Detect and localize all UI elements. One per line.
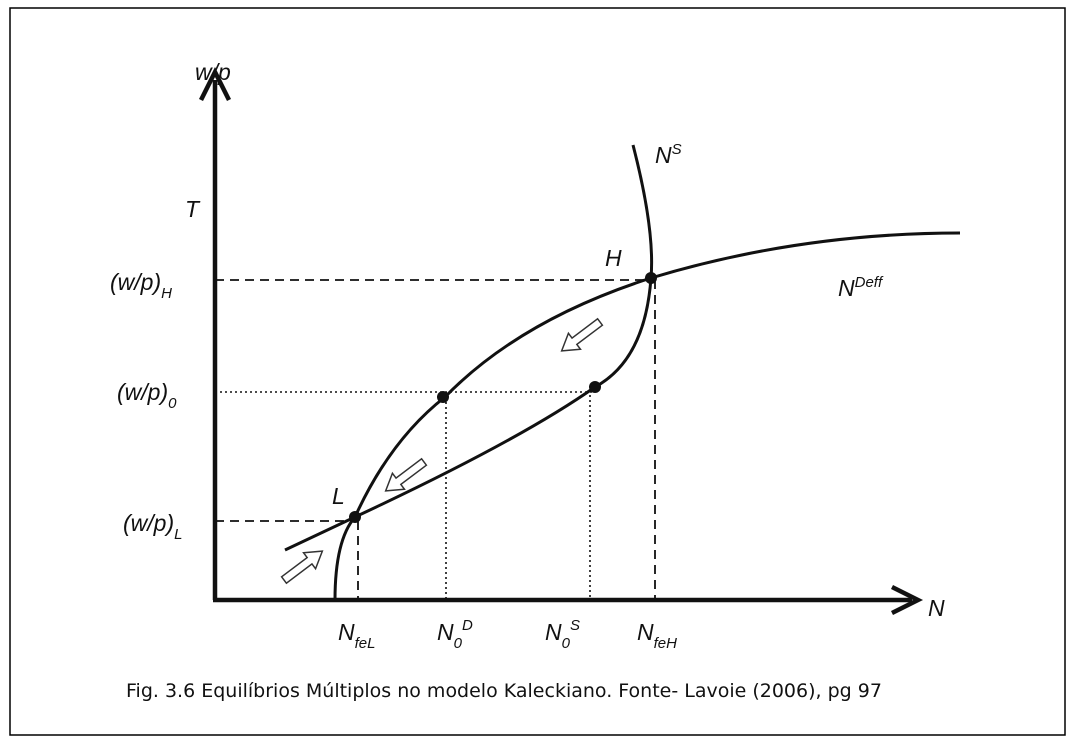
y-level-label: (w/p)L	[123, 510, 182, 543]
y-level-label: (w/p)H	[110, 269, 172, 302]
caption: Fig. 3.6 Equilíbrios Múltiplos no modelo…	[126, 680, 882, 702]
point	[437, 391, 449, 403]
axes	[198, 66, 924, 616]
y-axis-label: w/p	[195, 59, 231, 85]
label-sub: 0	[168, 395, 177, 412]
guides	[215, 279, 656, 600]
y-arrow	[198, 66, 232, 102]
frame	[9, 7, 1066, 736]
label-sub: 0	[454, 635, 463, 652]
dotted-guide	[215, 390, 595, 600]
label-sup: S	[672, 141, 682, 158]
point-label: L	[332, 483, 345, 509]
label-base: N	[338, 619, 355, 645]
label-base: N	[655, 142, 672, 168]
flow-arrows	[280, 317, 604, 585]
arrow	[384, 457, 428, 492]
arrow	[280, 550, 324, 585]
supply-label: NS	[655, 141, 682, 168]
label-sub: H	[161, 285, 172, 302]
point	[645, 272, 657, 284]
point-label: H	[605, 245, 622, 271]
label-base: (w/p)	[123, 510, 174, 536]
arrow	[560, 317, 604, 352]
x-level-label: NfeH	[637, 619, 677, 652]
t-label: T	[185, 196, 201, 222]
x-axis-label: N	[928, 595, 945, 621]
label-base: (w/p)	[110, 269, 161, 295]
y-level-label: (w/p)0	[117, 379, 177, 412]
label-sup: Deff	[855, 274, 884, 291]
x-level-label: N0S	[545, 617, 580, 652]
x-level-label: N0D	[437, 617, 473, 652]
demand-label: NDeff	[838, 274, 884, 301]
label-base: N	[838, 275, 855, 301]
point	[349, 511, 361, 523]
label-sub: L	[174, 526, 182, 543]
supply-curve	[284, 144, 654, 552]
dashed-guide	[215, 279, 656, 600]
label-sub: feH	[654, 635, 678, 652]
label-sup: D	[462, 617, 473, 634]
point	[589, 381, 601, 393]
x-level-label: NfeL	[338, 619, 375, 652]
label-sub: feL	[355, 635, 376, 652]
label-base: N	[637, 619, 654, 645]
label-base: N	[545, 619, 562, 645]
x-arrow	[890, 584, 924, 616]
label-sup: S	[570, 617, 580, 634]
label-base: N	[437, 619, 454, 645]
equilibria	[349, 272, 657, 523]
label-base: (w/p)	[117, 379, 168, 405]
label-sub: 0	[562, 635, 571, 652]
